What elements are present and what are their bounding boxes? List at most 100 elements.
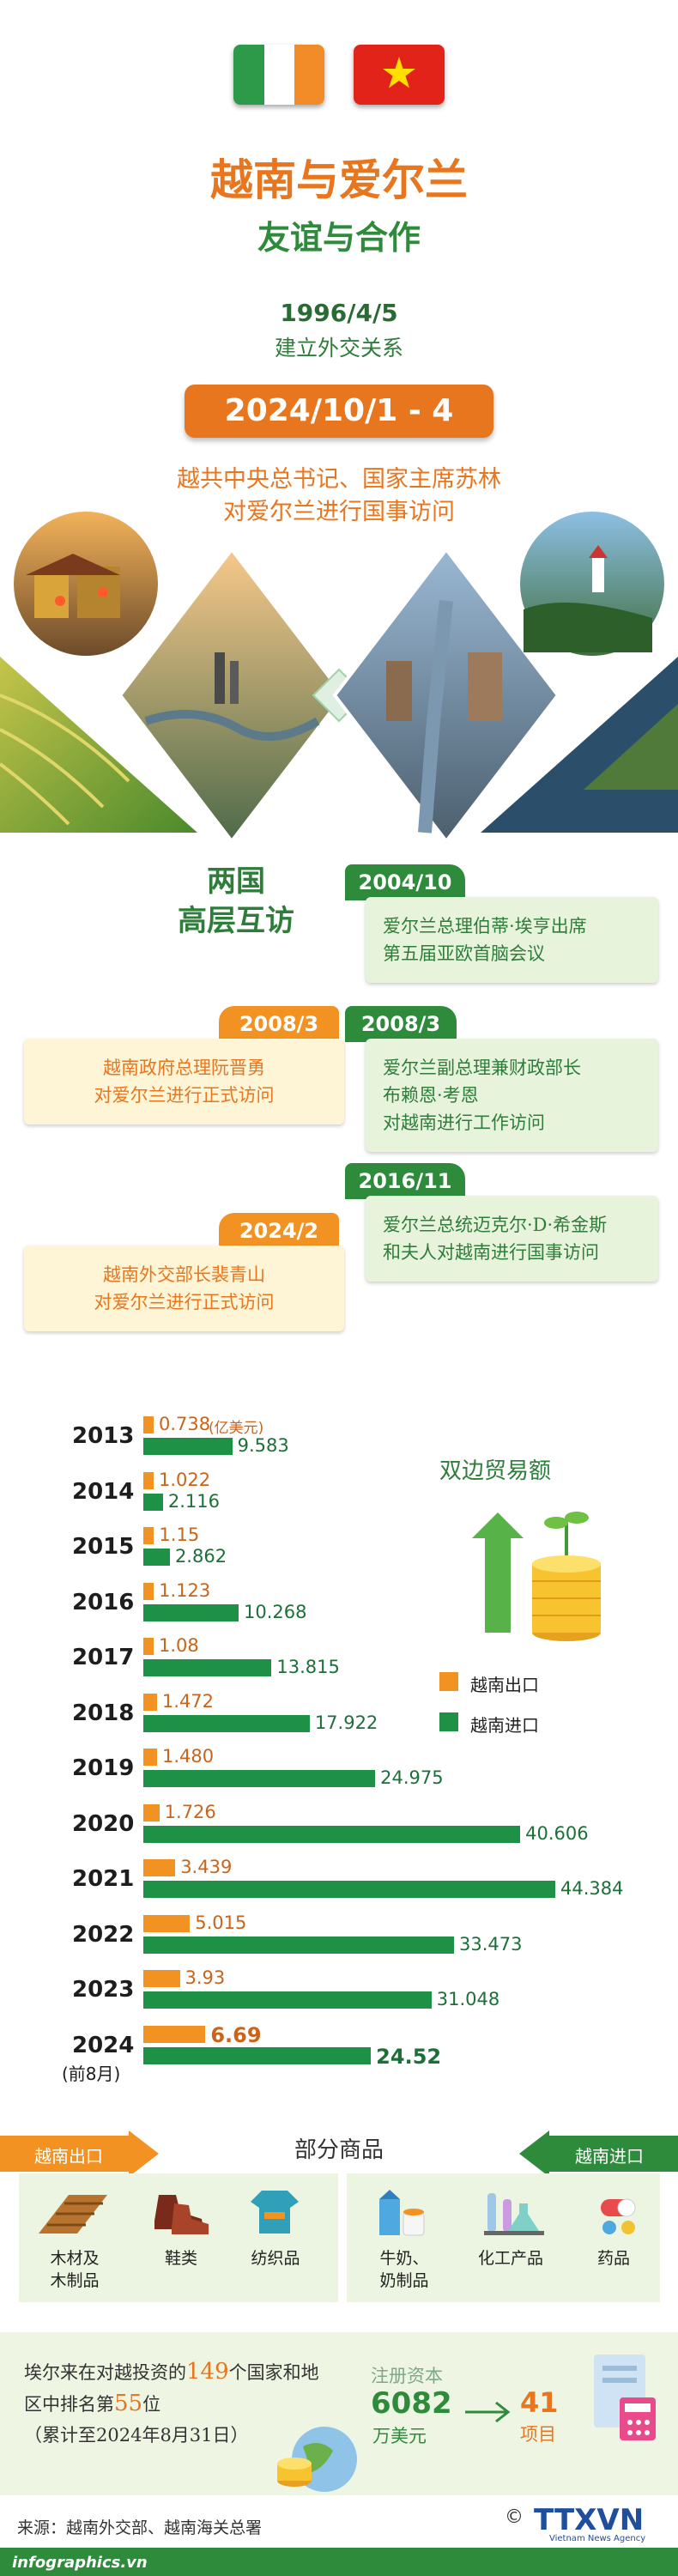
agency-logo: TTXVN [534, 2503, 645, 2537]
chart-value-export: 5.015 [195, 1912, 247, 1933]
visit-date-tag: 2004/10 [345, 864, 465, 900]
textile-icon [251, 2191, 299, 2234]
export-arrow-label: 越南出口 [34, 2146, 103, 2167]
chart-bar-export [143, 1749, 157, 1766]
invest-countries: 149 [186, 2359, 229, 2385]
globe-coin-icon [277, 2427, 357, 2492]
invest-rank: 55 [114, 2391, 143, 2416]
chart-year-label: 2015 [72, 1534, 135, 1560]
chart-value-import: 24.975 [380, 1767, 444, 1788]
chart-value-export: 0.738 [159, 1414, 211, 1434]
legend-import-swatch [439, 1712, 458, 1731]
capital-label: 注册资本 [371, 2366, 443, 2386]
chart-value-import: 9.583 [237, 1435, 289, 1456]
chart-value-import: 31.048 [436, 1989, 500, 2009]
chart-year-label: 2022 [72, 1921, 135, 1948]
header-background [0, 0, 678, 137]
chart-bar-import [143, 1991, 432, 2009]
chart-value-export: 1.15 [159, 1524, 200, 1545]
chart-bar-export [143, 1471, 154, 1489]
invest-text-mid: 个国家和地 [228, 2362, 319, 2383]
shoes-icon [154, 2195, 209, 2234]
chart-title: 双边贸易额 [439, 1458, 552, 1484]
arrow-right-icon [465, 2401, 511, 2423]
chart-value-import: 24.52 [376, 2044, 442, 2069]
wood-icon [39, 2195, 107, 2234]
chart-value-import: 44.384 [560, 1878, 624, 1899]
visit-box: 爱尔兰副总理兼财政部长 布赖恩·考恩 对越南进行工作访问 [366, 1039, 658, 1152]
chart-value-export: 1.480 [162, 1746, 215, 1767]
established-label: 建立外交关系 [274, 336, 403, 361]
visit-text-line: 对爱尔兰进行正式访问 [94, 1085, 275, 1106]
chart-bar-export [143, 1859, 176, 1876]
export-goods-label: 纺织品 [251, 2249, 300, 2268]
chart-value-import: 33.473 [459, 1933, 523, 1955]
visit-text-line: 越南外交部长裴青山 [103, 1264, 265, 1285]
chemicals-icon [484, 2193, 544, 2235]
agency-sub: Vietnam News Agency [549, 2534, 646, 2543]
invest-text-pre: 埃尔来在对越投资的 [24, 2362, 186, 2383]
invest-text-line2-post: 位 [142, 2394, 161, 2415]
chart-value-export: 6.69 [210, 2022, 262, 2047]
visit-date-tag: 2016/11 [345, 1163, 465, 1199]
photo-collage [0, 508, 678, 845]
capital-value: 6082 [371, 2386, 452, 2421]
chart-value-import: 13.815 [276, 1657, 340, 1677]
trade-chart: 2013 0.738 9.583 (亿美元) 2014 1.022 2.116 2015 1.1… [0, 1391, 678, 2084]
visit-line-1: 越共中央总书记、国家主席苏林 [177, 466, 501, 493]
chart-bar-import [143, 1825, 521, 1843]
page-subtitle: 友谊与合作 [257, 219, 421, 257]
visits-title-line2: 高层互访 [178, 904, 294, 938]
chart-bar-export [143, 1638, 154, 1655]
chart-value-import: 10.268 [244, 1601, 307, 1622]
projects-unit: 项目 [520, 2424, 556, 2445]
established-date: 1996/4/5 [280, 299, 398, 327]
visit-text-line: 和夫人对越南进行国事访问 [383, 1242, 599, 1263]
chart-bar-export [143, 1803, 160, 1821]
chart-bar-export [143, 1970, 180, 1987]
import-goods-label: 化工产品 [477, 2249, 543, 2268]
chart-bar-export [143, 1914, 191, 1932]
coins-growth-icon [472, 1512, 601, 1641]
invest-text-line3: （累计至2024年8月31日） [24, 2425, 249, 2446]
import-goods-label: 牛奶、 奶制品 [379, 2249, 429, 2290]
footer-bar [0, 2548, 678, 2576]
chart-year-label: 2018 [72, 1700, 135, 1726]
ireland-flag [233, 45, 324, 105]
chart-bar-import [143, 2046, 372, 2064]
chart-bar-import [143, 1549, 170, 1566]
medicine-icon [601, 2198, 636, 2234]
site-name: infographics.vn [12, 2554, 148, 2572]
chart-bar-import [143, 1714, 310, 1732]
chart-value-export: 1.022 [159, 1469, 211, 1490]
visit-text-line: 对爱尔兰进行正式访问 [94, 1292, 275, 1312]
visits-title-line1: 两国 [207, 864, 265, 899]
visit-line-2: 对爱尔兰进行国事访问 [223, 499, 455, 525]
import-goods-label: 药品 [596, 2249, 630, 2268]
visit-text-line: 布赖恩·考恩 [383, 1085, 479, 1106]
visit-text-line: 第五届亚欧首脑会议 [383, 943, 545, 964]
chart-bar-import [143, 1936, 454, 1954]
milk-icon [379, 2190, 425, 2236]
visit-box: 爱尔兰总理伯蒂·埃亨出席 第五届亚欧首脑会议 [366, 897, 658, 983]
page-title: 越南与爱尔兰 [210, 155, 468, 205]
chart-year-label: 2019 [72, 1755, 135, 1781]
export-goods-label: 鞋类 [164, 2249, 197, 2268]
chart-year-label: 2017 [72, 1645, 135, 1670]
chart-value-import: 17.922 [314, 1712, 378, 1733]
import-arrow-label: 越南进口 [575, 2146, 644, 2167]
chart-year-label: 2016 [72, 1589, 135, 1615]
chart-bar-export [143, 1527, 154, 1544]
chart-year-label: 2013 [72, 1423, 135, 1449]
visit-box: 越南政府总理阮晋勇 对爱尔兰进行正式访问 [24, 1039, 344, 1124]
visit-box: 爱尔兰总统迈克尔·D·希金斯 和夫人对越南进行国事访问 [366, 1196, 658, 1282]
vietnam-flag [354, 45, 445, 105]
chart-year-label: 2021 [72, 1866, 135, 1892]
chart-value-import: 2.116 [167, 1490, 220, 1512]
visit-date-tag: 2008/3 [219, 1006, 339, 1042]
chart-value-export: 1.08 [159, 1635, 199, 1656]
chart-unit-label: (亿美元) [209, 1420, 264, 1437]
chart-year-label: 2014 [72, 1478, 135, 1505]
legend-export-label: 越南出口 [470, 1675, 539, 1695]
chart-bar-import [143, 1881, 555, 1898]
